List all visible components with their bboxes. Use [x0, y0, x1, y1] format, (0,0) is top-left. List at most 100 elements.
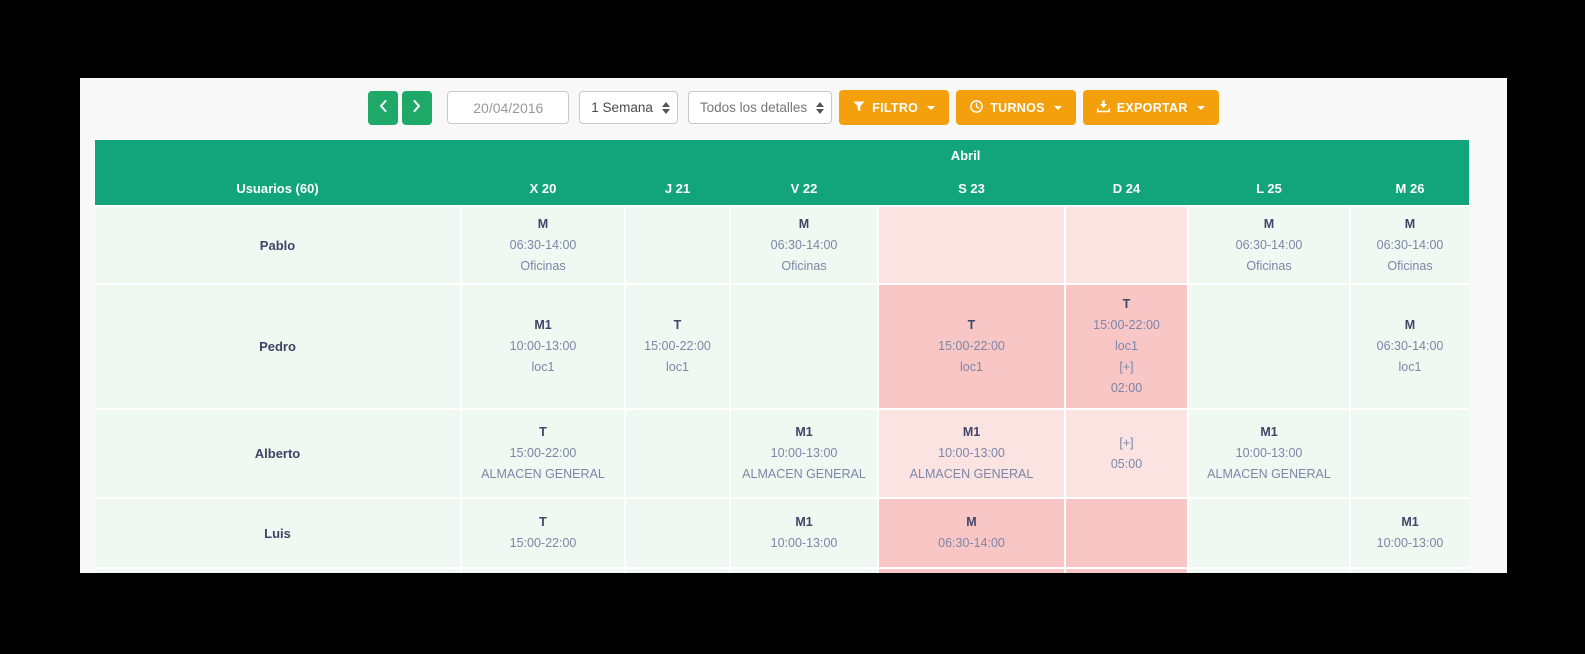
shift-cell[interactable]: [+] 05:00 — [1066, 410, 1187, 497]
shift-cell[interactable] — [1189, 569, 1349, 573]
shift-detail: 15:00-22:00 — [509, 536, 577, 550]
shift-detail: loc1 — [1115, 339, 1138, 353]
shift-detail: 10:00-13:00 — [770, 446, 838, 460]
date-input[interactable] — [447, 91, 570, 124]
shift-code: M — [1404, 318, 1416, 332]
next-week-button[interactable] — [402, 90, 433, 125]
shift-cell[interactable] — [879, 207, 1064, 283]
period-select-value: 1 Semana — [591, 100, 653, 115]
shift-detail: Oficinas — [1246, 258, 1292, 273]
shift-detail: 06:30-14:00 — [1376, 339, 1444, 353]
shift-cell[interactable] — [879, 569, 1064, 573]
shift-detail: loc1 — [531, 360, 555, 374]
shift-cell[interactable]: T 15:00-22:00 loc1 — [879, 285, 1064, 408]
user-name-cell[interactable]: Pablo — [95, 207, 460, 283]
shift-cell[interactable]: M 06:30-14:00 — [879, 499, 1064, 567]
turnos-button[interactable]: TURNOS — [956, 90, 1076, 125]
shift-cell[interactable]: M 06:30-14:00 Oficinas — [1189, 207, 1349, 283]
shift-cell[interactable] — [626, 410, 729, 497]
shift-detail: 15:00-22:00 — [644, 339, 711, 353]
shift-cell[interactable] — [626, 207, 729, 283]
day-column-header: M 26 — [1395, 180, 1425, 196]
shift-cell[interactable] — [731, 285, 877, 408]
shift-cell[interactable]: M 06:30-14:00 Oficinas — [1351, 207, 1469, 283]
shift-cell[interactable]: T 15:00-22:00 loc1 — [626, 285, 729, 408]
shift-detail: Oficinas — [520, 258, 566, 273]
caret-down-icon — [1053, 105, 1062, 110]
shift-cell[interactable]: M 06:30-14:00 loc1 — [1351, 285, 1469, 408]
shift-cell[interactable] — [1351, 569, 1469, 573]
schedule-row: Luis T 15:00-22:00 M1 10:00-13:00 M 06:30-14:0… — [95, 499, 1469, 567]
shift-detail: loc1 — [1398, 360, 1422, 374]
shift-detail: 10:00-13:00 — [770, 536, 838, 550]
shift-cell[interactable]: T 15:00-22:00 loc1 [+] 02:00 — [1066, 285, 1187, 408]
filter-button-label: FILTRO — [872, 100, 919, 115]
schedule-card: 1 Semana Todos los detalles FILTRO TURNO… — [80, 78, 1507, 573]
caret-down-icon — [927, 105, 936, 110]
shift-cell[interactable] — [462, 569, 624, 573]
shift-cell[interactable] — [1066, 499, 1187, 567]
schedule-row: Pedro M1 10:00-13:00 loc1 T 15:00-22:00 loc1 T 1… — [95, 285, 1469, 408]
day-column-header: L 25 — [1256, 180, 1282, 196]
shift-cell[interactable]: T 15:00-22:00 ALMACEN GENERAL — [462, 410, 624, 497]
export-button[interactable]: EXPORTAR — [1082, 90, 1219, 125]
toolbar: 1 Semana Todos los detalles FILTRO TURNO… — [80, 90, 1507, 125]
shift-detail: ALMACEN GENERAL — [1207, 467, 1331, 481]
shift-detail: ALMACEN GENERAL — [909, 467, 1034, 481]
user-name-cell[interactable]: Pedro — [95, 285, 460, 408]
shift-detail: 06:30-14:00 — [938, 536, 1005, 550]
shift-cell[interactable] — [1189, 285, 1349, 408]
shift-cell[interactable]: M 06:30-14:00 Oficinas — [462, 207, 624, 283]
caret-down-icon — [1196, 105, 1205, 110]
shift-cell[interactable] — [1351, 410, 1469, 497]
clock-icon — [970, 99, 984, 116]
shift-code: M1 — [795, 515, 813, 529]
shift-cell[interactable]: T 15:00-22:00 — [462, 499, 624, 567]
spinner-arrows-icon — [816, 101, 825, 114]
shift-cell[interactable]: M1 10:00-13:00 loc1 — [462, 285, 624, 408]
user-name-cell[interactable]: Luis — [95, 499, 460, 567]
shift-cell[interactable] — [1066, 569, 1187, 573]
shift-cell[interactable]: M1 10:00-13:00 ALMACEN GENERAL — [731, 410, 877, 497]
user-name-cell[interactable]: Alberto — [95, 410, 460, 497]
shift-cell[interactable]: M 06:30-14:00 Oficinas — [731, 207, 877, 283]
shift-cell[interactable] — [731, 569, 877, 573]
shift-cell[interactable] — [626, 499, 729, 567]
schedule-table: Abril Usuarios (60) X 20 J 21 V 22 S 23 D 24… — [95, 140, 1469, 573]
shift-code: M — [798, 216, 810, 231]
shift-code: M1 — [1401, 515, 1419, 529]
shift-detail: 10:00-13:00 — [1376, 536, 1444, 550]
shift-cell[interactable] — [626, 569, 729, 573]
period-select[interactable]: 1 Semana — [579, 91, 678, 124]
shift-detail: [+] — [1119, 360, 1134, 374]
month-header-row: Abril — [95, 140, 1469, 171]
schedule-row — [95, 569, 1469, 573]
day-column-header: D 24 — [1112, 180, 1141, 196]
shift-cell[interactable] — [1189, 499, 1349, 567]
user-name-cell[interactable] — [95, 569, 460, 573]
shift-detail: 06:30-14:00 — [509, 237, 577, 252]
shift-code: M — [1404, 216, 1416, 231]
export-button-label: EXPORTAR — [1116, 100, 1188, 115]
spinner-arrows-icon — [661, 101, 670, 114]
schedule-body: Pablo M 06:30-14:00 Oficinas M 06:30-14:00 Ofi… — [95, 205, 1469, 573]
shift-detail: 05:00 — [1110, 456, 1143, 471]
chevron-left-icon — [379, 100, 387, 115]
shift-cell[interactable]: M1 10:00-13:00 ALMACEN GENERAL — [1189, 410, 1349, 497]
schedule-row: Pablo M 06:30-14:00 Oficinas M 06:30-14:00 Ofi… — [95, 207, 1469, 283]
shift-detail: ALMACEN GENERAL — [481, 467, 605, 481]
shift-cell[interactable]: M1 10:00-13:00 — [1351, 499, 1469, 567]
shift-code: M1 — [795, 425, 813, 439]
shift-cell[interactable]: M1 10:00-13:00 — [731, 499, 877, 567]
filter-funnel-icon — [853, 101, 865, 115]
filter-button[interactable]: FILTRO — [839, 90, 950, 125]
shift-code: M — [537, 216, 549, 231]
prev-week-button[interactable] — [368, 90, 399, 125]
shift-cell[interactable]: M1 10:00-13:00 ALMACEN GENERAL — [879, 410, 1064, 497]
chevron-right-icon — [413, 100, 421, 115]
shift-detail: 06:30-14:00 — [1235, 237, 1303, 252]
shift-cell[interactable] — [1066, 207, 1187, 283]
shift-code: M1 — [534, 318, 552, 332]
details-select[interactable]: Todos los detalles — [687, 91, 833, 124]
month-label: Abril — [950, 148, 981, 163]
